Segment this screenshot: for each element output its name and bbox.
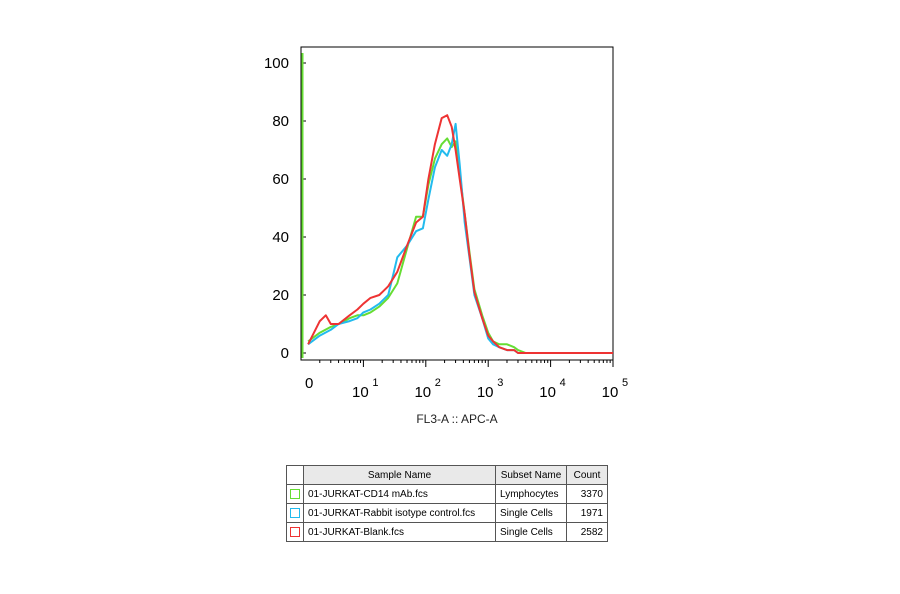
x-tick-exponent: 3 xyxy=(497,377,503,389)
legend-subset-name: Lymphocytes xyxy=(495,484,567,504)
plot-frame xyxy=(300,46,614,361)
x-tick-label: 10 xyxy=(602,384,619,401)
legend-header-row: Sample Name Subset Name Count xyxy=(286,465,608,485)
x-tick-label: 10 xyxy=(414,384,431,401)
legend-count: 3370 xyxy=(566,484,608,504)
y-tick-label: 20 xyxy=(272,287,289,304)
y-tick-label: 40 xyxy=(272,229,289,246)
legend-count: 1971 xyxy=(566,503,608,523)
series-layer xyxy=(301,53,613,358)
legend-swatch xyxy=(290,526,300,537)
legend-row: 01-JURKAT-Blank.fcs Single Cells 2582 xyxy=(286,522,608,542)
series-line-2 xyxy=(307,114,613,354)
y-tick-label: 100 xyxy=(264,55,289,72)
y-tick-label: 60 xyxy=(272,171,289,188)
legend-table: Sample Name Subset Name Count 01-JURKAT-… xyxy=(286,465,608,542)
subset-name-header: Subset Name xyxy=(495,465,567,485)
legend-swatch xyxy=(290,488,300,499)
x-tick-exponent: 1 xyxy=(372,377,378,389)
x-tick-exponent: 2 xyxy=(435,377,441,389)
legend-swatch xyxy=(290,507,300,518)
legend-row: 01-JURKAT-Rabbit isotype control.fcs Sin… xyxy=(286,503,608,523)
legend-row: 01-JURKAT-CD14 mAb.fcs Lymphocytes 3370 xyxy=(286,484,608,504)
legend-swatch-cell xyxy=(286,522,304,542)
legend-swatch-cell xyxy=(286,484,304,504)
legend-swatch-header xyxy=(286,465,304,485)
x-tick-label-origin: 0 xyxy=(305,375,313,392)
y-tick-label: 80 xyxy=(272,113,289,130)
y-tick-label: 0 xyxy=(281,345,289,362)
legend-subset-name: Single Cells xyxy=(495,503,567,523)
x-tick-exponent: 4 xyxy=(560,377,566,389)
count-header: Count xyxy=(566,465,608,485)
legend-sample-name: 01-JURKAT-Blank.fcs xyxy=(303,522,496,542)
y-axis: 0 20 40 60 80 100 xyxy=(264,55,306,362)
legend-swatch-cell xyxy=(286,503,304,523)
legend-subset-name: Single Cells xyxy=(495,522,567,542)
x-tick-label: 10 xyxy=(539,384,556,401)
x-tick-exponent: 5 xyxy=(622,377,628,389)
series-line-1 xyxy=(307,122,613,354)
x-tick-label: 10 xyxy=(477,384,494,401)
legend-count: 2582 xyxy=(566,522,608,542)
x-tick-label: 10 xyxy=(352,384,369,401)
sample-name-header: Sample Name xyxy=(303,465,496,485)
legend-sample-name: 01-JURKAT-CD14 mAb.fcs xyxy=(303,484,496,504)
x-axis-title: FL3-A :: APC-A xyxy=(416,412,497,426)
legend-sample-name: 01-JURKAT-Rabbit isotype control.fcs xyxy=(303,503,496,523)
